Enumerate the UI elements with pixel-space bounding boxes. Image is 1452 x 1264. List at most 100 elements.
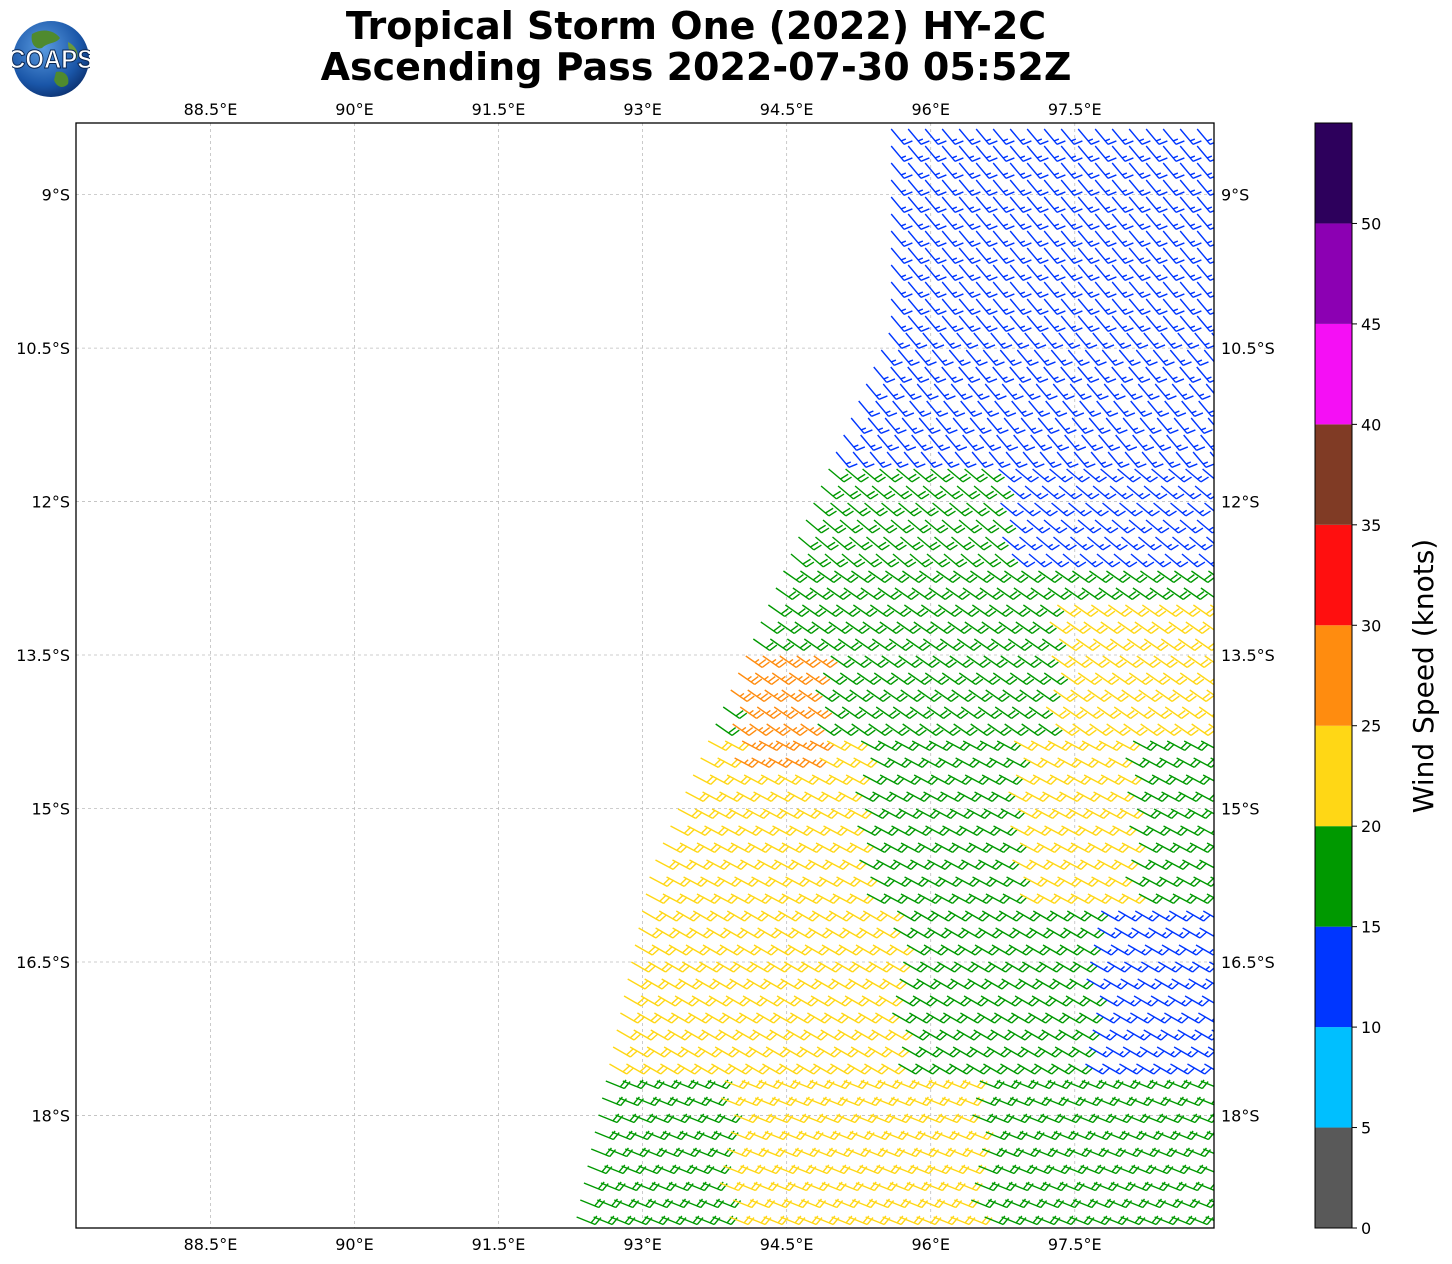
- wind-barb: [941, 315, 964, 332]
- wind-barb: [1000, 502, 1024, 517]
- wind-barb: [947, 621, 972, 635]
- colorbar-bin: [1315, 524, 1352, 626]
- colorbar-tick-label: 30: [1361, 616, 1381, 635]
- wind-barb: [1193, 757, 1214, 769]
- wind-barb: [902, 723, 927, 737]
- wind-barb: [1077, 230, 1100, 247]
- wind-barb: [1009, 162, 1032, 179]
- x-tick-label-top: 97.5°E: [1048, 100, 1102, 119]
- wind-barb: [1039, 604, 1065, 618]
- wind-barb: [1179, 247, 1202, 264]
- wind-barb: [1062, 400, 1085, 417]
- wind-barb: [889, 1181, 915, 1192]
- wind-barb: [648, 1198, 674, 1209]
- wind-barb: [1172, 1130, 1198, 1141]
- wind-barb: [1145, 213, 1168, 230]
- wind-barb: [1170, 655, 1195, 669]
- wind-barb: [1179, 213, 1202, 230]
- wind-barb: [941, 672, 967, 686]
- wind-barb: [764, 1130, 790, 1141]
- wind-barb: [949, 655, 974, 669]
- wind-barb: [890, 196, 913, 213]
- colorbar: 0 5 10 15 20 25 30 35 40 45 50: [1314, 122, 1381, 1238]
- wind-barb: [928, 434, 951, 451]
- wind-barb: [964, 468, 988, 483]
- wind-barb: [1102, 502, 1126, 517]
- wind-barb: [977, 553, 1002, 568]
- grid-lines: [76, 123, 1214, 1228]
- wind-barb: [1200, 740, 1214, 749]
- wind-barb: [893, 1164, 919, 1175]
- wind-barb: [1145, 128, 1168, 145]
- x-tick-label-top: 93°E: [623, 100, 661, 119]
- wind-barb: [994, 400, 1017, 417]
- wind-barb: [1033, 349, 1056, 366]
- wind-barb: [1050, 349, 1073, 366]
- wind-barb: [1086, 383, 1109, 400]
- wind-barb: [786, 638, 812, 652]
- wind-barb: [1089, 570, 1114, 584]
- wind-barb: [924, 672, 950, 686]
- wind-barb: [707, 740, 733, 752]
- wind-barb: [851, 570, 876, 584]
- wind-barb: [927, 1164, 953, 1175]
- wind-barb: [926, 553, 951, 568]
- wind-barb: [724, 740, 750, 752]
- wind-barb: [941, 145, 964, 162]
- wind-barb: [622, 1079, 648, 1090]
- y-tick-label-right: 12°S: [1221, 493, 1260, 512]
- wind-barb: [1062, 706, 1088, 720]
- wind-barb: [1178, 1181, 1204, 1192]
- wind-barb: [1206, 1131, 1214, 1136]
- wind-barb: [634, 1181, 660, 1192]
- wind-barb: [907, 247, 930, 264]
- wind-barb: [1145, 230, 1168, 247]
- wind-barb: [624, 1147, 651, 1158]
- wind-barb: [1158, 1198, 1184, 1209]
- wind-barb: [881, 655, 906, 669]
- wind-barb: [1087, 536, 1111, 551]
- wind-barb: [992, 315, 1015, 332]
- wind-barb: [924, 128, 947, 145]
- wind-barb: [1094, 162, 1117, 179]
- wind-barb: [1111, 298, 1134, 315]
- wind-barb: [1127, 1181, 1153, 1192]
- wind-barb: [964, 1147, 991, 1158]
- wind-barb: [1199, 1165, 1214, 1173]
- wind-barb: [1056, 1198, 1082, 1209]
- wind-barb: [1128, 366, 1151, 383]
- wind-barb: [943, 553, 968, 568]
- wind-barb: [1085, 655, 1110, 669]
- wind-barb: [992, 298, 1015, 315]
- wind-barb: [773, 706, 799, 720]
- wind-barb: [907, 230, 930, 247]
- wind-barb: [917, 1130, 943, 1141]
- wind-barb: [885, 570, 910, 584]
- wind-barb: [862, 774, 888, 786]
- wind-barb: [1062, 553, 1087, 568]
- wind-barb: [941, 298, 964, 315]
- wind-barb: [1162, 315, 1185, 332]
- wind-barb: [1064, 1079, 1090, 1090]
- wind-barb: [1056, 604, 1082, 618]
- y-tick-label-left: 13.5°S: [16, 646, 70, 665]
- wind-barb: [1013, 434, 1036, 451]
- wind-barb: [966, 655, 991, 669]
- wind-barb: [858, 553, 883, 568]
- wind-barb: [1202, 621, 1214, 631]
- wind-barb: [685, 1181, 711, 1192]
- wind-barb: [849, 536, 873, 551]
- wind-barb: [1026, 264, 1049, 281]
- wind-barb: [828, 621, 853, 635]
- wind-barb: [594, 1130, 620, 1141]
- wind-barb: [593, 1215, 619, 1226]
- wind-barb: [1069, 383, 1092, 400]
- wind-barb: [1021, 723, 1046, 737]
- wind-barb: [996, 740, 1022, 752]
- wind-barb: [815, 689, 840, 703]
- wind-barb: [732, 723, 757, 737]
- wind-barb: [975, 247, 998, 264]
- wind-barb: [1206, 689, 1214, 696]
- wind-barb: [1028, 553, 1053, 568]
- wind-barb: [991, 1181, 1017, 1192]
